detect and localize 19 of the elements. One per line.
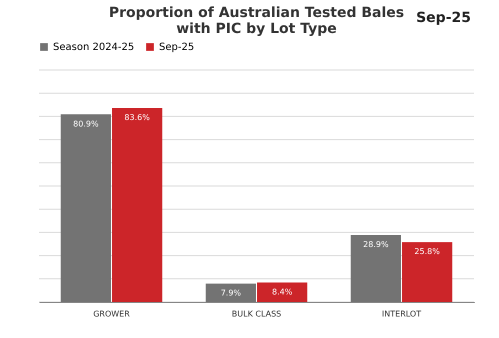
- data-label: 25.8%: [414, 247, 440, 256]
- data-label: 7.9%: [220, 288, 242, 298]
- text: Sep-25: [416, 10, 471, 26]
- x-tick-label: GROWER: [93, 310, 130, 318]
- legend-label: Sep-25: [159, 42, 194, 53]
- legend-label: Season 2024-25: [53, 42, 134, 53]
- bar: [402, 242, 452, 302]
- bar: [60, 114, 111, 302]
- data-label: 28.9%: [363, 240, 389, 249]
- chart-title: Proportion of Australian Tested Bales with PIC by Lot Type: [108, 5, 404, 37]
- x-tick-label: INTERLOT: [382, 310, 422, 318]
- data-label: 8.4%: [272, 288, 293, 297]
- bar: [350, 234, 401, 302]
- bar: [257, 282, 308, 302]
- bar: [206, 284, 256, 302]
- x-tick-label: BULK CLASS: [232, 310, 282, 318]
- data-label: 80.9%: [73, 119, 99, 128]
- bar: [112, 108, 162, 302]
- data-label: 83.6%: [124, 113, 150, 122]
